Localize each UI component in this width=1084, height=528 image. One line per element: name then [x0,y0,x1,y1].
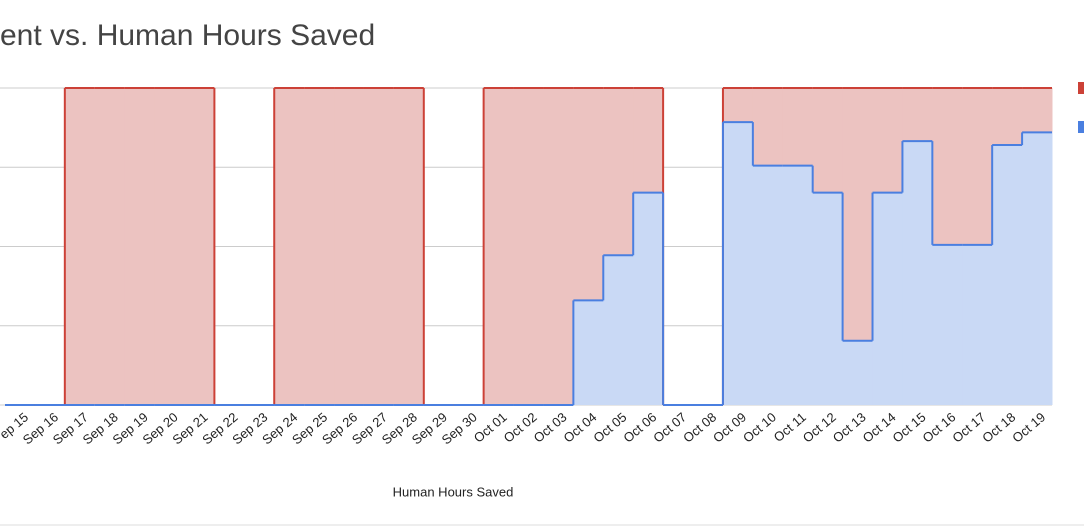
x-tick-label: Oct 01 [471,409,510,445]
x-tick-label: Oct 06 [620,409,659,445]
area-step [304,88,335,405]
area-step [543,88,574,405]
area-step [603,255,634,405]
x-tick-label: Oct 05 [590,409,629,445]
area-step [154,88,185,405]
area-step [573,300,604,405]
area-step [513,88,544,405]
legend-swatch [1078,82,1084,94]
area-step [633,192,664,405]
area-step [932,244,963,405]
area-step [334,88,365,405]
area-step [124,88,156,405]
x-tick-label: Oct 16 [920,409,959,445]
x-axis-label: Human Hours Saved [393,484,514,499]
area-step [812,192,844,405]
x-tick-label: Oct 19 [1009,409,1048,445]
x-tick-label: Oct 12 [800,409,839,445]
x-tick-label: Oct 15 [890,409,929,445]
area-step [94,88,126,405]
chart-title: ent vs. Human Hours Saved [0,19,375,52]
area-step [752,165,784,405]
x-tick-label: Oct 11 [771,409,809,444]
area-step [872,192,903,405]
area-step [902,141,933,405]
x-tick-label: Oct 09 [710,409,749,445]
area-step [1022,132,1053,405]
legend-swatch [1078,121,1084,133]
x-tick-label: Oct 04 [561,409,600,445]
x-tick-label: Oct 17 [949,409,988,445]
area-step [992,145,1023,405]
x-tick-label: Oct 08 [680,409,719,445]
area-step [64,88,96,405]
x-tick-label: Oct 18 [979,409,1018,445]
x-tick-label: Oct 02 [501,409,540,445]
area-step [184,88,215,405]
area-step [782,165,814,405]
x-tick-label: Oct 07 [650,409,689,445]
x-tick-label: Oct 10 [740,409,779,445]
area-step [363,88,395,405]
area-step [274,88,305,405]
x-tick-label: Oct 13 [830,409,869,445]
area-step [722,122,754,405]
area-step [483,88,515,405]
area-step [962,244,993,405]
area-step [393,88,425,405]
x-tick-label: Oct 14 [860,409,899,445]
area-step [842,340,874,405]
x-tick-label: Oct 03 [531,409,570,445]
